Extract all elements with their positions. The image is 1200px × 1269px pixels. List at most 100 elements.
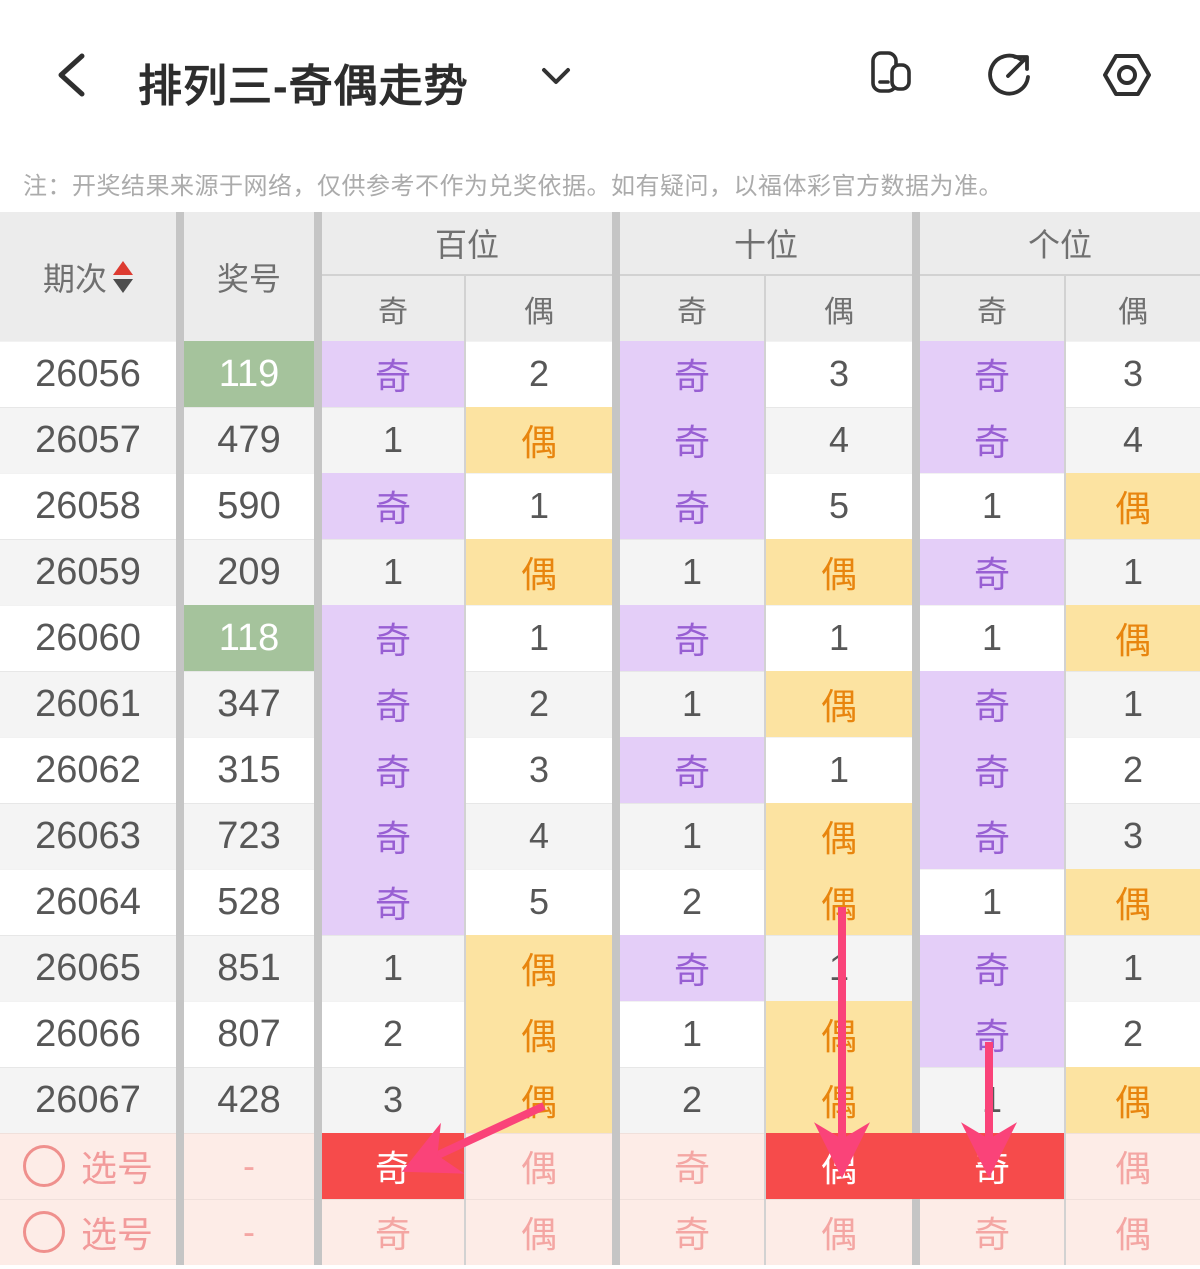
- pick-cell-option[interactable]: 偶: [820, 1214, 857, 1255]
- column-separator: [612, 407, 620, 473]
- column-separator: [912, 803, 920, 869]
- trend-cell-plain: 2: [1122, 749, 1144, 790]
- column-separator: [176, 341, 184, 407]
- pick-label: 选号: [80, 1214, 153, 1255]
- column-separator-thin: [1064, 737, 1066, 803]
- column-separator-thin: [764, 737, 766, 803]
- trend-cell-plain: 3: [528, 749, 550, 790]
- trend-cell-even: 偶: [466, 539, 612, 605]
- period-sort-header[interactable]: 期次: [0, 212, 176, 341]
- table-row: 26066 807 2 偶 1 偶奇 2: [0, 1001, 1200, 1067]
- trend-cell-odd: 奇: [920, 737, 1064, 803]
- column-separator-thin: [764, 1067, 766, 1133]
- period-cell: 26058: [35, 484, 141, 527]
- column-separator: [176, 605, 184, 671]
- column-separator-thin: [464, 935, 466, 1001]
- trend-cell-plain: 1: [828, 749, 850, 790]
- column-separator-thin: [1064, 1001, 1066, 1067]
- period-cell: 26063: [35, 814, 141, 857]
- period-cell: 26057: [35, 418, 141, 461]
- table-row: 26067 428 3 偶 2 偶 1 偶: [0, 1067, 1200, 1133]
- column-separator: [314, 539, 322, 605]
- group-header-tens: 十位: [620, 212, 912, 276]
- pick-circle[interactable]: [22, 1145, 65, 1187]
- pick-cell-option[interactable]: 偶: [1114, 1148, 1151, 1189]
- column-separator-thin: [764, 1133, 766, 1199]
- column-separator: [612, 605, 620, 671]
- pick-select-cell[interactable]: 选号: [0, 1133, 176, 1199]
- subheader-even: 偶: [524, 295, 554, 329]
- column-separator: [314, 1133, 322, 1199]
- trend-cell-odd: 奇: [322, 473, 464, 539]
- pick-cell-selected[interactable]: 奇: [920, 1133, 1064, 1199]
- column-separator: [314, 935, 322, 1001]
- trend-cell-plain: 2: [528, 353, 550, 394]
- trend-cell-odd: 奇: [620, 737, 764, 803]
- pick-cell-option[interactable]: 偶: [520, 1148, 557, 1189]
- trend-cell-plain: 1: [681, 683, 703, 724]
- column-separator: [612, 671, 620, 737]
- trend-cell-even: 偶: [466, 935, 612, 1001]
- pick-cell-option[interactable]: 偶: [520, 1214, 557, 1255]
- settings-icon[interactable]: [1100, 48, 1154, 102]
- group-header-units: 个位: [920, 212, 1200, 276]
- trend-cell-odd: 奇: [920, 341, 1064, 407]
- trend-cell-plain: 1: [981, 485, 1003, 526]
- trend-cell-odd: 奇: [620, 473, 764, 539]
- trend-cell-plain: 1: [828, 617, 850, 658]
- trend-cell-plain: 1: [528, 485, 550, 526]
- trend-cell-even: 偶: [766, 1067, 912, 1133]
- column-separator-thin: [1064, 803, 1066, 869]
- pick-cell-option[interactable]: 奇: [374, 1214, 411, 1255]
- pick-circle[interactable]: [22, 1211, 65, 1253]
- column-separator: [176, 1067, 184, 1133]
- trend-cell-plain: 1: [382, 947, 404, 988]
- table-row: 26057 479 1 偶奇 4 奇 4: [0, 407, 1200, 473]
- pick-cell-option[interactable]: 奇: [973, 1214, 1010, 1255]
- trend-cell-plain: 1: [528, 617, 550, 658]
- multi-window-icon[interactable]: [864, 48, 918, 102]
- trend-cell-plain: 3: [1122, 815, 1144, 856]
- trend-cell-plain: 1: [1122, 551, 1144, 592]
- period-cell: 26065: [35, 946, 141, 989]
- pick-label: 选号: [80, 1148, 153, 1189]
- chevron-down-icon[interactable]: [538, 58, 574, 94]
- pick-cell-option[interactable]: 奇: [673, 1214, 710, 1255]
- share-icon[interactable]: [982, 48, 1036, 102]
- column-separator: [176, 737, 184, 803]
- column-separator-thin: [464, 737, 466, 803]
- trend-cell-even: 偶: [466, 1067, 612, 1133]
- column-separator-thin: [1064, 869, 1066, 935]
- column-separator-thin: [1064, 1199, 1066, 1265]
- sort-up-icon: [113, 260, 133, 275]
- trend-cell-even: 偶: [1066, 1067, 1200, 1133]
- pick-select-cell[interactable]: 选号: [0, 1199, 176, 1265]
- column-separator: [912, 737, 920, 803]
- number-header: 奖号: [216, 260, 281, 297]
- pick-row: 选号 - 奇 偶 奇 偶 奇 偶: [0, 1199, 1200, 1265]
- column-separator: [176, 407, 184, 473]
- pick-cell-option[interactable]: 偶: [1114, 1214, 1151, 1255]
- column-separator: [612, 1067, 620, 1133]
- column-separator: [912, 605, 920, 671]
- column-separator: [912, 869, 920, 935]
- back-icon[interactable]: [52, 50, 96, 100]
- number-cell: 851: [217, 946, 281, 989]
- column-separator: [176, 473, 184, 539]
- pick-cell-option[interactable]: 奇: [673, 1148, 710, 1189]
- column-separator-thin: [1064, 407, 1066, 473]
- column-separator-thin: [1064, 935, 1066, 1001]
- number-cell: -: [243, 1211, 255, 1252]
- column-separator: [314, 341, 322, 407]
- column-separator: [912, 1001, 920, 1067]
- trend-cell-plain: 5: [528, 881, 550, 922]
- column-separator-thin: [464, 1199, 466, 1265]
- period-header-label: 期次: [42, 260, 107, 297]
- column-separator-thin: [464, 803, 466, 869]
- column-separator: [912, 935, 920, 1001]
- column-separator-thin: [764, 1199, 766, 1265]
- pick-cell-selected[interactable]: 偶: [766, 1133, 912, 1199]
- pick-cell-selected[interactable]: 奇: [322, 1133, 464, 1199]
- column-separator: [612, 803, 620, 869]
